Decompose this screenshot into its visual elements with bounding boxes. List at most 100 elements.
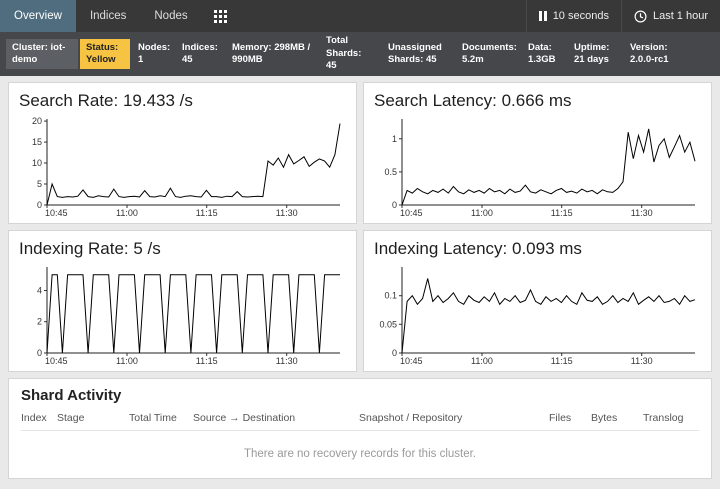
indexing-rate-chart: 0 2 4 10:45 11:00 11:15 11:30 — [19, 262, 346, 366]
status-item-health: Status: Yellow — [80, 38, 130, 70]
search-rate-title: Search Rate: 19.433 /s — [19, 91, 193, 110]
status-label: Version: — [630, 41, 668, 53]
status-value: 1 — [138, 54, 144, 65]
svg-text:1: 1 — [392, 134, 397, 144]
navbar-right: 10 seconds Last 1 hour — [525, 0, 720, 32]
status-label: Uptime: — [574, 41, 610, 53]
dashboard-main: Search Rate: 19.433 /s 0 5 10 15 20 10:45 11:0… — [0, 76, 720, 485]
status-label: Nodes: — [138, 41, 171, 53]
svg-text:0: 0 — [37, 348, 42, 358]
status-value: 2.0.0-rc1 — [630, 54, 669, 65]
status-label: Status: — [86, 41, 119, 53]
status-item-uptime: Uptime: 21 days — [568, 39, 622, 70]
svg-text:0.05: 0.05 — [379, 319, 397, 329]
svg-text:11:00: 11:00 — [116, 356, 138, 366]
status-item-memory: Memory: 298MB / 990MB — [226, 39, 318, 70]
svg-text:10:45: 10:45 — [400, 208, 423, 218]
column-header-source-destination: Source → Destination — [193, 412, 296, 424]
column-header-index: Index — [21, 412, 47, 424]
svg-text:20: 20 — [32, 116, 42, 126]
shard-activity-panel: Shard Activity Index Stage Total Time So… — [8, 378, 712, 479]
indexing-rate-panel: Indexing Rate: 5 /s 0 2 4 10:45 11:00 11:15 11… — [8, 230, 357, 372]
cluster-status-bar: Cluster: iot-demo Status: Yellow Nodes: … — [0, 32, 720, 76]
status-value: iot-demo — [12, 41, 66, 65]
svg-text:4: 4 — [37, 286, 42, 296]
status-item-version: Version: 2.0.0-rc1 — [624, 39, 686, 70]
status-value: 298MB / 990MB — [232, 41, 311, 65]
column-header-bytes: Bytes — [591, 412, 618, 424]
svg-text:11:30: 11:30 — [631, 356, 653, 366]
search-latency-chart: 0 0.5 1 10:45 11:00 11:15 11:30 — [374, 114, 701, 218]
status-label: Unassigned Shards: — [388, 41, 442, 65]
status-value: Yellow — [86, 54, 116, 65]
svg-text:11:00: 11:00 — [116, 208, 138, 218]
top-navbar: Overview Indices Nodes 10 seconds — [0, 0, 720, 32]
indexing-latency-chart: 0 0.05 0.1 10:45 11:00 11:15 11:30 — [374, 262, 701, 366]
refresh-interval-label: 10 seconds — [552, 10, 609, 22]
status-value: 45 — [426, 54, 437, 65]
column-header-total-time: Total Time — [129, 412, 177, 424]
svg-text:11:30: 11:30 — [276, 356, 298, 366]
search-latency-title: Search Latency: 0.666 ms — [374, 91, 572, 110]
shard-empty-message: There are no recovery records for this c… — [243, 448, 476, 460]
svg-text:10:45: 10:45 — [400, 356, 423, 366]
status-label: Total Shards: — [326, 35, 362, 59]
search-latency-panel: Search Latency: 0.666 ms 0 0.5 1 10:45 11:00… — [363, 82, 712, 224]
status-item-total-shards: Total Shards: 45 — [320, 32, 380, 75]
tab-overview[interactable]: Overview — [0, 0, 76, 32]
svg-text:0.1: 0.1 — [384, 291, 397, 301]
time-range-label: Last 1 hour — [652, 10, 708, 22]
column-header-files: Files — [549, 412, 572, 424]
column-header-snapshot-repository: Snapshot / Repository — [359, 412, 463, 424]
status-item-indices: Indices: 45 — [176, 39, 224, 70]
svg-text:11:15: 11:15 — [196, 356, 218, 366]
svg-text:11:30: 11:30 — [276, 208, 298, 218]
status-value: 5.2m — [462, 54, 484, 65]
apps-grid-button[interactable] — [202, 0, 239, 32]
search-rate-panel: Search Rate: 19.433 /s 0 5 10 15 20 10:45 11:0… — [8, 82, 357, 224]
status-item-documents: Documents: 5.2m — [456, 39, 520, 70]
apps-grid-icon — [213, 9, 227, 23]
status-value: 1.3GB — [528, 54, 556, 65]
svg-text:10:45: 10:45 — [45, 208, 68, 218]
svg-text:0: 0 — [392, 348, 397, 358]
tab-indices[interactable]: Indices — [89, 10, 127, 22]
svg-text:11:30: 11:30 — [631, 208, 653, 218]
status-item-unassigned-shards: Unassigned Shards: 45 — [382, 39, 454, 70]
indexing-latency-title: Indexing Latency: 0.093 ms — [374, 239, 582, 258]
clock-icon — [634, 9, 647, 23]
status-item-cluster: Cluster: iot-demo — [6, 38, 78, 70]
svg-text:11:15: 11:15 — [551, 356, 573, 366]
svg-text:11:00: 11:00 — [471, 208, 493, 218]
tab-nodes[interactable]: Nodes — [154, 10, 188, 22]
svg-text:0: 0 — [37, 200, 42, 210]
svg-text:11:15: 11:15 — [196, 208, 218, 218]
svg-text:0.5: 0.5 — [384, 167, 397, 177]
status-item-data: Data: 1.3GB — [522, 39, 566, 70]
svg-text:10:45: 10:45 — [45, 356, 68, 366]
pause-icon — [538, 11, 547, 21]
shard-table-header: Index Stage Total Time Source → Destinat… — [21, 412, 699, 431]
column-header-stage: Stage — [57, 412, 85, 424]
indexing-rate-title: Indexing Rate: 5 /s — [19, 239, 161, 258]
status-value: 45 — [182, 54, 193, 65]
indexing-latency-panel: Indexing Latency: 0.093 ms 0 0.05 0.1 10:45… — [363, 230, 712, 372]
status-value: 45 — [326, 60, 337, 72]
status-label: Indices: — [182, 41, 218, 53]
status-value: 21 days — [574, 54, 609, 65]
refresh-interval-control[interactable]: 10 seconds — [525, 0, 621, 32]
status-label: Documents: — [462, 41, 517, 53]
svg-text:5: 5 — [37, 179, 42, 189]
chart-grid: Search Rate: 19.433 /s 0 5 10 15 20 10:45 11:0… — [8, 82, 712, 372]
column-header-translog: Translog — [643, 412, 684, 424]
status-label: Data: — [528, 41, 552, 53]
svg-text:11:15: 11:15 — [551, 208, 573, 218]
svg-text:11:00: 11:00 — [471, 356, 493, 366]
status-item-nodes: Nodes: 1 — [132, 39, 174, 70]
svg-text:10: 10 — [32, 158, 42, 168]
shard-activity-title: Shard Activity — [21, 387, 122, 404]
time-range-control[interactable]: Last 1 hour — [620, 0, 720, 32]
status-label: Memory: — [232, 41, 272, 53]
svg-text:15: 15 — [32, 137, 42, 147]
search-rate-chart: 0 5 10 15 20 10:45 11:00 11:15 11:30 — [19, 114, 346, 218]
